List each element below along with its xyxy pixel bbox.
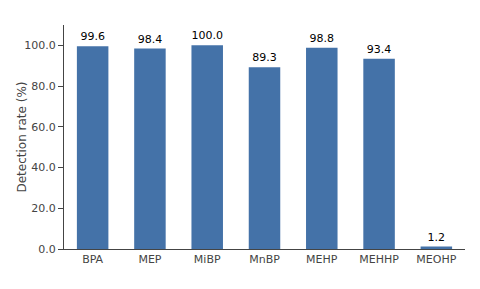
svg-text:1.2: 1.2 [428,231,446,244]
svg-text:MiBP: MiBP [194,253,221,266]
svg-text:93.4: 93.4 [367,43,392,56]
svg-text:89.3: 89.3 [252,51,277,64]
svg-text:100.0: 100.0 [191,29,223,42]
svg-text:MEHP: MEHP [306,253,338,266]
svg-text:20.0: 20.0 [31,202,56,215]
svg-text:MnBP: MnBP [249,253,280,266]
svg-text:80.0: 80.0 [31,80,56,93]
svg-text:BPA: BPA [82,253,103,266]
svg-text:98.8: 98.8 [310,32,335,45]
svg-text:40.0: 40.0 [31,161,56,174]
svg-text:MEP: MEP [138,253,161,266]
svg-text:MEHHP: MEHHP [359,253,399,266]
svg-text:60.0: 60.0 [31,121,56,134]
svg-text:MEOHP: MEOHP [416,253,456,266]
svg-text:99.6: 99.6 [80,30,105,43]
svg-text:0.0: 0.0 [38,243,56,256]
svg-text:100.0: 100.0 [24,39,56,52]
svg-text:Detection rate (%): Detection rate (%) [15,81,29,192]
svg-text:98.4: 98.4 [138,33,163,46]
